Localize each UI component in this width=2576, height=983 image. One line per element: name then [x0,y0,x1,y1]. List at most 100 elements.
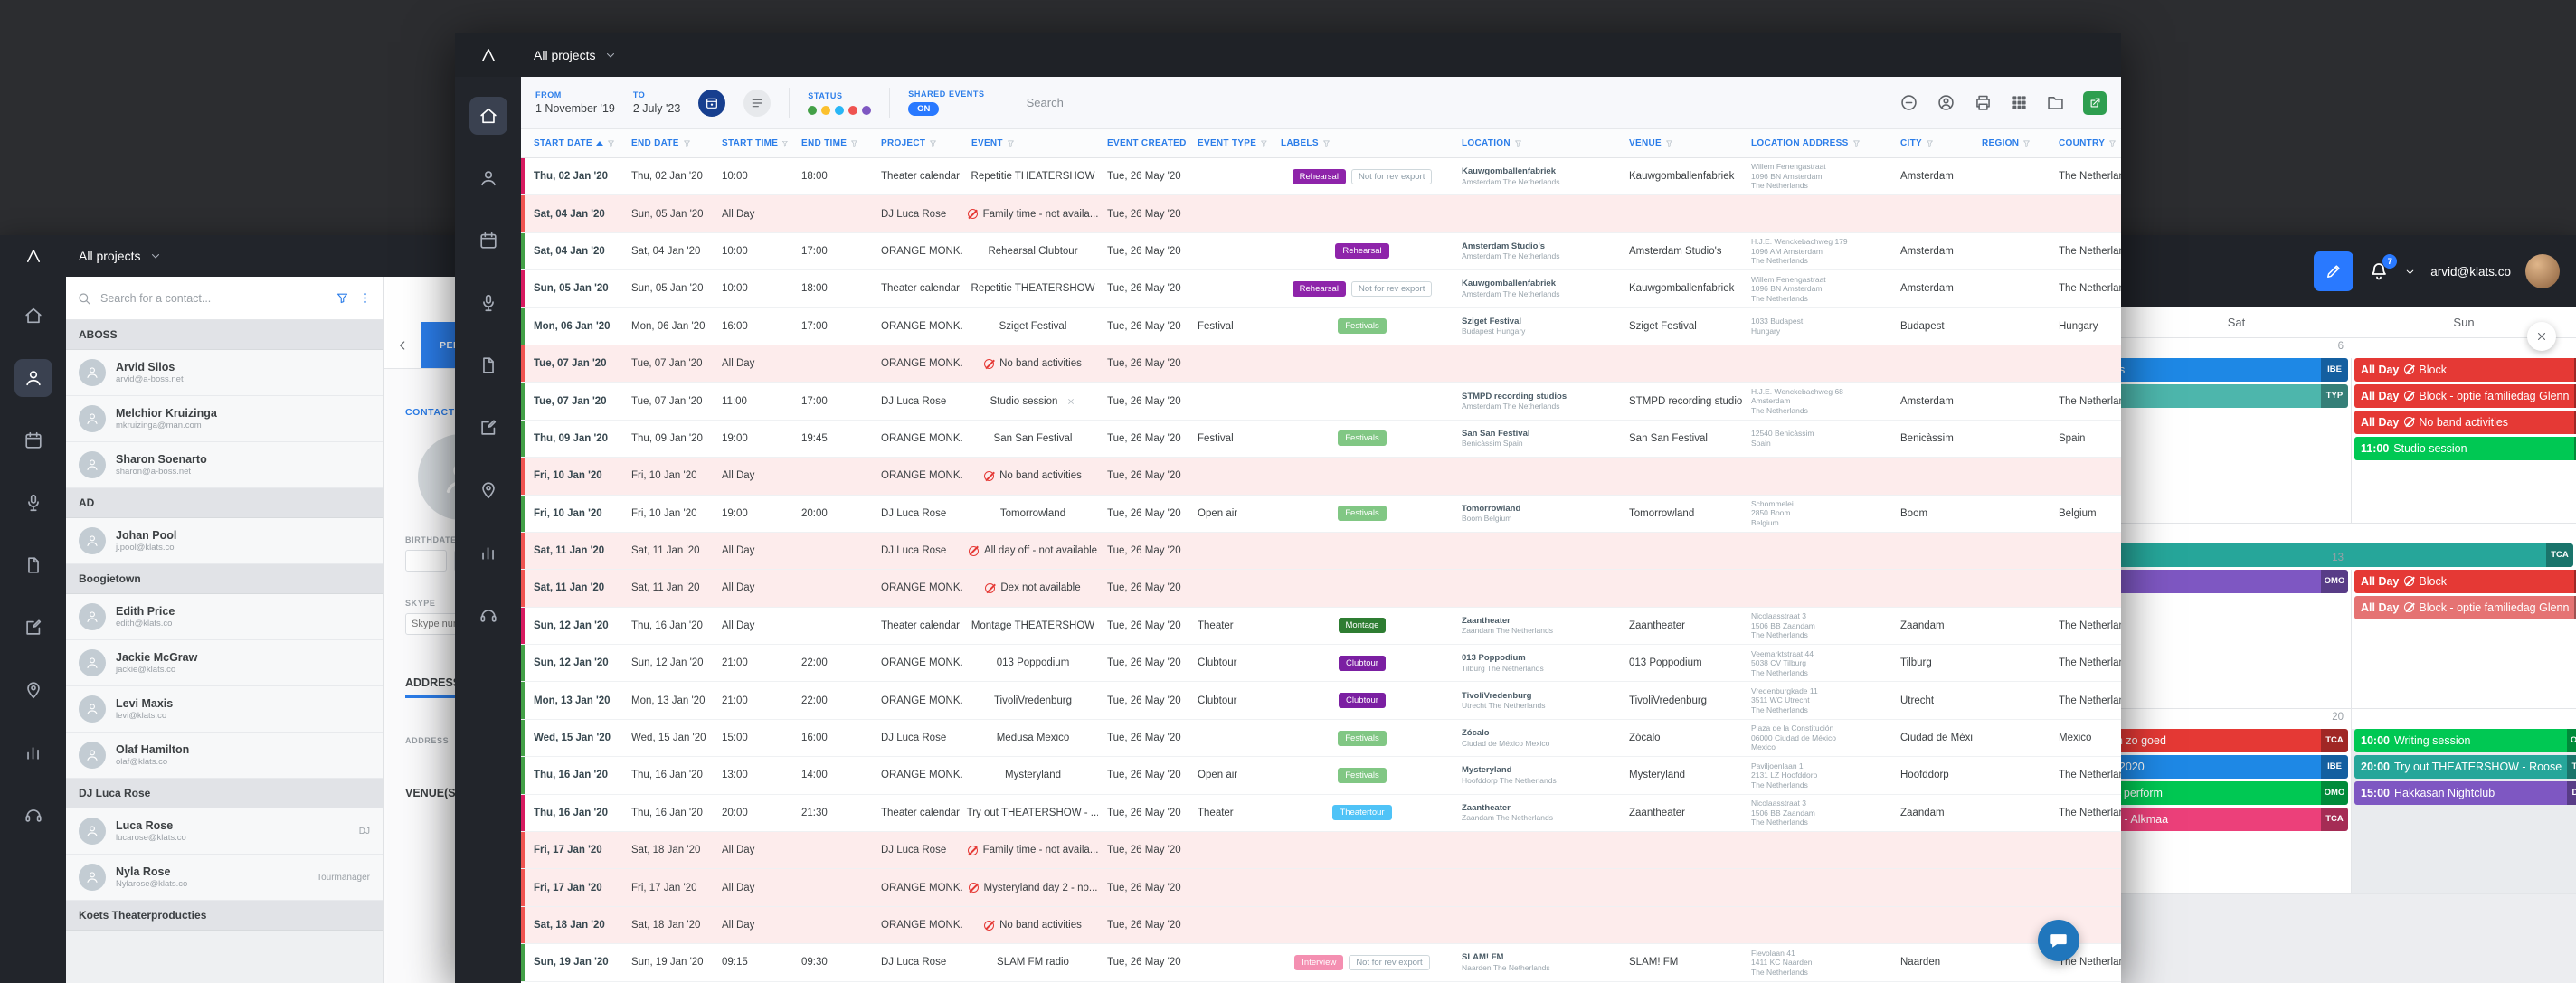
contact-list-item[interactable]: Johan Pool j.pool@klats.co [66,518,383,564]
sidebar-item-document[interactable] [14,546,52,584]
contact-list-item[interactable]: Nyla Rose Nylarose@klats.co Tourmanager [66,855,383,901]
column-header-venue[interactable]: VENUE [1620,129,1742,157]
kebab-menu-icon[interactable] [358,291,372,305]
event-table-row[interactable]: Tue, 07 Jan '20 Tue, 07 Jan '20 All Day ORA… [521,345,2121,383]
column-filter-icon[interactable] [1852,139,1861,147]
sidebar-item-microphone[interactable] [469,284,507,322]
event-table-row[interactable]: Mon, 06 Jan '20 Mon, 06 Jan '20 16:00 17:00… [521,307,2121,345]
contact-list-item[interactable]: Jackie McGraw jackie@klats.co [66,640,383,686]
contact-search-input[interactable] [100,291,327,305]
contact-group-header[interactable]: Boogietown [66,564,383,594]
sidebar-item-location-pin[interactable] [469,471,507,509]
date-to-filter[interactable]: TO 2 July '23 [633,90,680,115]
event-table-row[interactable]: Tue, 07 Jan '20 Tue, 07 Jan '20 11:00 17:00… [521,383,2121,421]
event-table-row[interactable]: Fri, 10 Jan '20 Fri, 10 Jan '20 19:00 20:00… [521,495,2121,533]
agenda-view-button[interactable] [743,89,772,117]
sidebar-item-home[interactable] [469,97,507,135]
column-header-end_time[interactable]: END TIME [792,129,872,157]
contact-group-header[interactable]: DJ Luca Rose [66,779,383,808]
event-table-row[interactable]: Thu, 02 Jan '20 Thu, 02 Jan '20 10:00 18:00… [521,158,2121,196]
sidebar-item-document[interactable] [469,346,507,384]
column-header-end_date[interactable]: END DATE [622,129,713,157]
event-table-row[interactable]: Sat, 11 Jan '20 Sat, 11 Jan '20 All Day DJ … [521,532,2121,571]
status-dot[interactable] [808,105,818,115]
events-search-input[interactable] [1026,96,1416,109]
event-table-row[interactable]: Wed, 15 Jan '20 Wed, 15 Jan '20 15:00 16:00… [521,719,2121,758]
event-table-row[interactable]: Thu, 16 Jan '20 Thu, 16 Jan '20 13:00 14:00… [521,757,2121,795]
column-header-location[interactable]: LOCATION [1453,129,1620,157]
column-header-city[interactable]: CITY [1891,129,1973,157]
sidebar-item-bar-chart[interactable] [14,733,52,771]
column-filter-icon[interactable] [1665,139,1673,147]
project-selector-label[interactable]: All projects [534,47,596,62]
user-circle-icon[interactable] [1937,93,1956,112]
event-table-row[interactable]: Sun, 05 Jan '20 Sun, 05 Jan '20 10:00 18:00… [521,270,2121,308]
event-table-row[interactable]: Fri, 17 Jan '20 Sat, 18 Jan '20 All Day DJ … [521,832,2121,870]
column-header-labels[interactable]: LABELS [1272,129,1453,157]
chevron-down-icon[interactable] [2404,266,2416,278]
event-table-row[interactable]: Sun, 12 Jan '20 Sun, 12 Jan '20 21:00 22:00… [521,645,2121,683]
sidebar-item-calendar[interactable] [469,222,507,260]
event-table-row[interactable]: Mon, 13 Jan '20 Mon, 13 Jan '20 21:00 22:00… [521,682,2121,720]
status-dot[interactable] [862,105,872,115]
contact-group-header[interactable]: Koets Theaterproducties [66,901,383,931]
export-icon[interactable] [2083,90,2107,115]
project-selector-label[interactable]: All projects [79,249,141,263]
event-table-row[interactable]: Sat, 04 Jan '20 Sun, 05 Jan '20 All Day DJ … [521,195,2121,233]
sidebar-item-headset[interactable] [14,796,52,834]
column-header-event_created[interactable]: EVENT CREATED [1098,129,1189,157]
jump-to-today-button[interactable] [698,89,726,117]
event-table-row[interactable]: Thu, 09 Jan '20 Thu, 09 Jan '20 19:00 19:45… [521,420,2121,458]
contact-list-item[interactable]: Sharon Soenarto sharon@a-boss.net [66,442,383,488]
contact-list-item[interactable]: Edith Price edith@klats.co [66,594,383,640]
column-filter-icon[interactable] [1514,139,1522,147]
column-header-start_date[interactable]: START DATE [525,129,622,157]
sidebar-item-contacts[interactable] [14,359,52,397]
birthdate-day-field[interactable] [405,550,447,572]
event-table-row[interactable]: Fri, 10 Jan '20 Fri, 10 Jan '20 All Day ORA… [521,458,2121,496]
sidebar-item-location-pin[interactable] [14,671,52,709]
column-header-project[interactable]: PROJECT [872,129,962,157]
remove-event-icon[interactable] [1066,397,1075,406]
column-header-location_address[interactable]: LOCATION ADDRESS [1742,129,1891,157]
contact-group-header[interactable]: ABOSS [66,320,383,350]
column-header-region[interactable]: REGION [1973,129,2050,157]
status-dot[interactable] [835,105,845,115]
sidebar-item-compose[interactable] [469,409,507,447]
event-table-row[interactable]: Sun, 12 Jan '20 Thu, 16 Jan '20 All Day The… [521,607,2121,646]
minus-circle-icon[interactable] [1899,93,1918,112]
account-avatar[interactable] [2525,254,2560,288]
calendar-event[interactable]: All DayBlockTYP [2354,570,2576,593]
calendar-event[interactable]: All DayBlockTYP [2354,358,2576,382]
collapse-detail-button[interactable] [384,322,421,368]
sidebar-item-microphone[interactable] [14,484,52,522]
tab-address[interactable]: ADDRESS [405,676,461,698]
sidebar-item-bar-chart[interactable] [469,534,507,572]
folder-icon[interactable] [2046,93,2065,112]
column-filter-icon[interactable] [1260,139,1268,147]
column-filter-icon[interactable] [781,139,789,147]
printer-icon[interactable] [1974,93,1993,112]
column-filter-icon[interactable] [2108,139,2117,147]
close-calendar-button[interactable] [2527,322,2556,351]
contact-list-item[interactable]: Levi Maxis levi@klats.co [66,686,383,733]
sidebar-item-headset[interactable] [469,596,507,634]
date-from-filter[interactable]: FROM 1 November '19 [535,90,615,115]
sidebar-item-calendar[interactable] [14,421,52,459]
notifications-button[interactable]: 7 [2368,254,2398,282]
column-filter-icon[interactable] [683,139,691,147]
account-email[interactable]: arvid@klats.co [2430,264,2511,279]
status-dot[interactable] [848,105,858,115]
contact-list-item[interactable]: Melchior Kruizinga mkruizinga@man.com [66,396,383,442]
compose-event-button[interactable] [2314,251,2354,291]
event-table-row[interactable]: Thu, 16 Jan '20 Thu, 16 Jan '20 20:00 21:30… [521,794,2121,833]
column-header-start_time[interactable]: START TIME [713,129,792,157]
column-filter-icon[interactable] [2022,139,2031,147]
